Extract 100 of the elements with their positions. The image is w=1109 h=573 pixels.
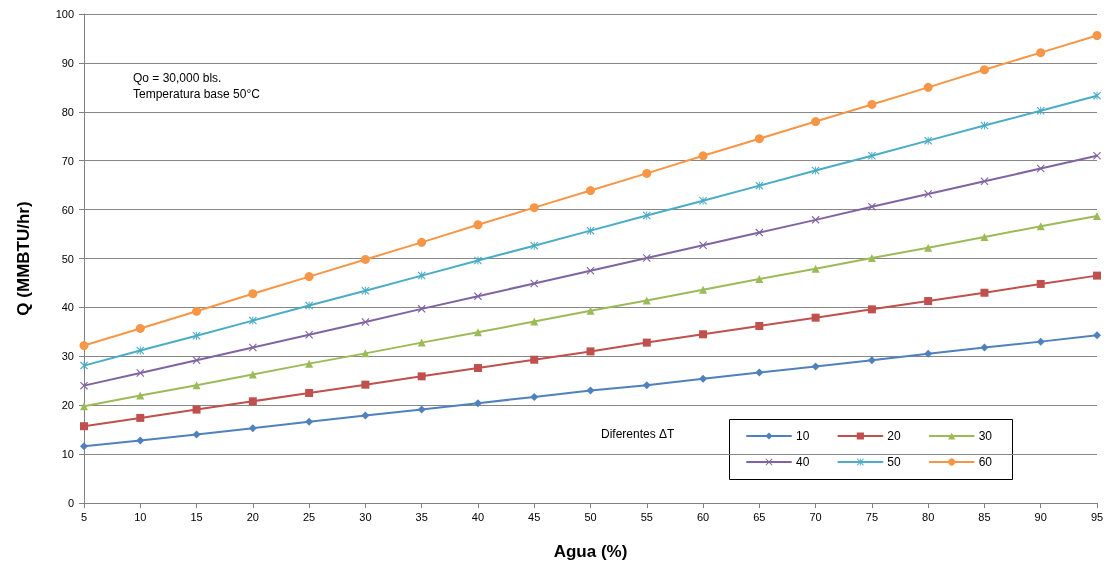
point — [924, 297, 933, 306]
point — [1036, 279, 1045, 288]
point — [80, 402, 88, 411]
x-tick-label: 65 — [753, 510, 766, 523]
point — [811, 117, 821, 127]
point — [417, 338, 426, 347]
point — [248, 289, 258, 299]
point — [530, 241, 539, 250]
point — [699, 330, 708, 339]
point — [642, 381, 651, 390]
point — [867, 305, 876, 314]
point — [530, 279, 539, 288]
point — [529, 203, 539, 213]
point — [924, 189, 933, 198]
x-tick-label: 70 — [809, 510, 822, 523]
point — [80, 381, 88, 390]
x-tick-label: 30 — [359, 510, 372, 523]
point — [136, 346, 145, 355]
point — [1093, 271, 1101, 280]
y-tick-label: 40 — [61, 301, 74, 314]
x-tick-label: 95 — [1090, 510, 1104, 523]
point — [755, 181, 764, 190]
point — [80, 422, 88, 431]
point — [586, 386, 595, 395]
x-tick-label: 45 — [528, 510, 541, 523]
point — [135, 323, 145, 333]
point — [1036, 164, 1045, 173]
point — [1093, 151, 1101, 160]
point — [811, 264, 820, 273]
point — [754, 134, 764, 144]
y-axis-title: Q (MMBTU/hr) — [14, 201, 33, 316]
point — [1093, 331, 1101, 340]
point — [811, 215, 820, 224]
point — [417, 271, 426, 280]
point — [642, 338, 651, 347]
point — [473, 328, 482, 337]
point — [304, 272, 314, 282]
point — [867, 202, 876, 211]
y-tick-label: 20 — [61, 399, 74, 412]
point — [586, 347, 595, 356]
point — [1092, 31, 1102, 41]
point — [473, 399, 482, 408]
x-tick-label: 10 — [134, 510, 147, 523]
y-tick-label: 80 — [61, 105, 74, 118]
point — [305, 301, 314, 310]
point — [811, 313, 820, 322]
point — [755, 321, 764, 330]
point — [924, 243, 933, 252]
point — [586, 306, 595, 315]
y-tick-label: 100 — [55, 8, 74, 20]
y-tick-label: 10 — [61, 448, 74, 461]
point — [417, 405, 426, 414]
legend-label: 20 — [887, 429, 902, 443]
x-tick-label: 15 — [190, 510, 203, 523]
point — [248, 316, 257, 325]
point — [361, 286, 370, 295]
point — [79, 341, 89, 351]
point — [305, 359, 314, 368]
point — [361, 380, 370, 389]
x-tick-label: 90 — [1034, 510, 1047, 523]
point — [642, 211, 651, 220]
point — [867, 151, 876, 160]
point — [1093, 91, 1101, 100]
point — [642, 168, 652, 178]
point — [979, 65, 989, 75]
point — [136, 368, 145, 377]
point — [192, 331, 201, 340]
point — [699, 285, 708, 294]
point — [530, 355, 539, 364]
y-tick-label: 60 — [61, 203, 74, 216]
x-tick-label: 75 — [865, 510, 879, 523]
point — [530, 392, 539, 401]
point — [248, 343, 257, 352]
legend-label: 10 — [796, 429, 810, 443]
point — [361, 411, 370, 420]
legend-label: 50 — [887, 455, 902, 469]
point — [923, 82, 933, 92]
point — [980, 177, 989, 186]
point — [811, 362, 820, 371]
point — [192, 356, 201, 365]
point — [867, 254, 876, 263]
x-tick-label: 35 — [415, 510, 428, 523]
point — [1093, 211, 1101, 220]
point — [1036, 48, 1046, 58]
point — [924, 136, 933, 145]
x-tick-label: 85 — [978, 510, 991, 523]
point — [473, 364, 482, 373]
point — [924, 349, 933, 358]
point — [980, 288, 989, 297]
point — [698, 151, 708, 161]
legend-label: 30 — [978, 429, 993, 443]
point — [248, 397, 257, 406]
point — [473, 256, 482, 265]
point — [980, 232, 989, 241]
point — [360, 254, 370, 264]
point — [192, 430, 201, 439]
y-tick-label: 30 — [61, 350, 74, 363]
point — [755, 275, 764, 284]
x-tick-label: 20 — [246, 510, 259, 523]
point — [80, 361, 88, 370]
